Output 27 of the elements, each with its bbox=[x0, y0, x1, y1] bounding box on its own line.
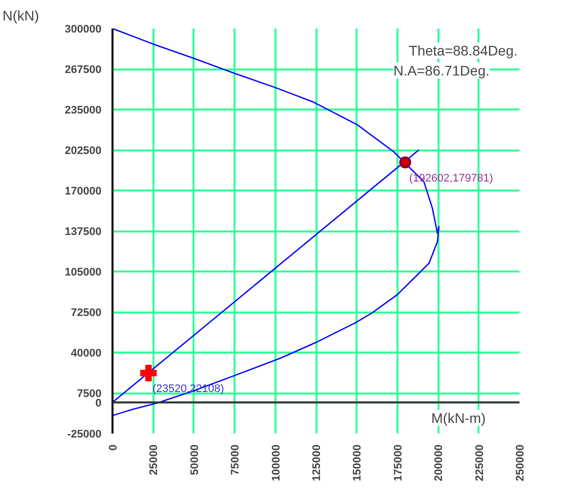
y-tick-label: 72500 bbox=[70, 307, 102, 319]
x-tick-label: 25000 bbox=[148, 444, 160, 476]
y-tick-label: 300000 bbox=[64, 24, 102, 36]
annotation: N.A=86.71Deg. bbox=[393, 62, 490, 78]
y-tick-label: 7500 bbox=[77, 388, 102, 400]
y-tick-label: 202500 bbox=[64, 145, 102, 157]
x-tick-label: 225000 bbox=[474, 444, 486, 482]
x-tick-label: 150000 bbox=[352, 444, 364, 482]
y-tick-label: 267500 bbox=[64, 64, 102, 76]
x-tick-label: 200000 bbox=[433, 444, 446, 482]
x-tick-label: 50000 bbox=[188, 444, 201, 476]
y-axis-title: N(kN) bbox=[2, 8, 40, 24]
y-tick-label: 40000 bbox=[70, 348, 102, 360]
x-tick-label: 100000 bbox=[270, 444, 282, 482]
annotation: Theta=88.84Deg. bbox=[408, 42, 518, 58]
x-tick-label: 175000 bbox=[392, 444, 404, 482]
x-tick-label: 75000 bbox=[230, 444, 242, 476]
y-tick-label: 105000 bbox=[64, 266, 102, 278]
x-tick-label: 0 bbox=[108, 444, 120, 451]
y-tick-label: 235000 bbox=[64, 104, 102, 116]
y-tick-label: 137500 bbox=[64, 226, 102, 238]
y-tick-label: 170000 bbox=[64, 186, 102, 198]
x-axis-title: M(kN-m) bbox=[431, 410, 486, 426]
x-tick-label: 250000 bbox=[514, 444, 526, 482]
x-tick-label: 125000 bbox=[311, 444, 323, 482]
y-tick-label: -25000 bbox=[67, 428, 102, 440]
y-tick-label: 0 bbox=[95, 397, 102, 410]
